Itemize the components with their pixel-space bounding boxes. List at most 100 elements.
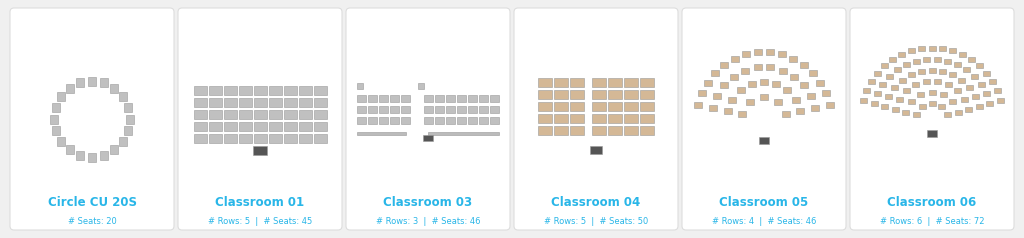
Bar xyxy=(253,145,267,154)
Bar xyxy=(778,51,786,57)
Bar xyxy=(908,99,914,104)
Bar xyxy=(983,91,990,96)
Text: Classroom 01: Classroom 01 xyxy=(215,196,304,209)
Bar xyxy=(885,94,892,99)
Bar xyxy=(401,116,410,124)
Bar xyxy=(284,134,297,143)
Bar xyxy=(783,87,792,93)
Bar xyxy=(254,134,266,143)
Bar xyxy=(424,105,433,113)
Bar xyxy=(791,74,798,80)
Bar xyxy=(268,109,282,119)
Bar xyxy=(894,67,901,72)
Bar xyxy=(738,111,746,117)
Bar xyxy=(435,105,444,113)
Bar xyxy=(99,78,108,87)
Bar xyxy=(119,92,127,101)
Bar xyxy=(800,62,808,68)
Bar xyxy=(860,98,867,103)
Bar xyxy=(938,104,945,109)
Bar xyxy=(76,151,84,160)
Bar xyxy=(479,116,488,124)
Bar xyxy=(714,93,721,99)
Bar xyxy=(368,116,377,124)
Text: Classroom 03: Classroom 03 xyxy=(383,196,472,209)
Bar xyxy=(949,72,956,77)
Bar xyxy=(313,122,327,130)
Text: Classroom 04: Classroom 04 xyxy=(551,196,641,209)
Bar xyxy=(934,79,941,84)
Bar xyxy=(918,92,924,97)
Bar xyxy=(435,94,444,101)
Bar xyxy=(194,85,207,94)
Bar xyxy=(457,105,466,113)
Bar xyxy=(976,64,983,69)
Bar xyxy=(766,49,774,55)
Bar xyxy=(554,89,568,99)
Bar xyxy=(978,82,985,87)
Bar xyxy=(401,94,410,101)
Bar xyxy=(379,116,388,124)
Bar xyxy=(66,145,74,154)
Bar xyxy=(239,98,252,106)
Bar xyxy=(357,132,406,134)
Bar xyxy=(554,101,568,110)
Bar xyxy=(724,108,732,114)
Bar xyxy=(194,134,207,143)
Bar xyxy=(710,105,717,111)
Bar xyxy=(986,101,993,106)
Bar xyxy=(254,122,266,130)
FancyBboxPatch shape xyxy=(346,8,510,230)
Bar xyxy=(874,91,881,96)
Bar xyxy=(882,104,888,109)
Bar xyxy=(640,125,654,134)
FancyBboxPatch shape xyxy=(850,8,1014,230)
Bar xyxy=(418,83,424,89)
Bar xyxy=(268,85,282,94)
Bar xyxy=(899,78,905,83)
Bar xyxy=(268,134,282,143)
Bar xyxy=(918,69,925,74)
Bar xyxy=(88,76,96,85)
Bar xyxy=(949,49,955,54)
Bar xyxy=(570,78,584,86)
Bar xyxy=(886,74,893,79)
Bar xyxy=(939,69,946,74)
Bar xyxy=(239,109,252,119)
Bar xyxy=(730,74,738,80)
Bar xyxy=(912,82,920,87)
Text: # Rows: 4  |  # Seats: 46: # Rows: 4 | # Seats: 46 xyxy=(712,217,816,226)
Bar xyxy=(209,134,221,143)
Bar xyxy=(929,68,936,73)
Bar xyxy=(446,94,455,101)
Bar xyxy=(954,109,962,114)
Bar xyxy=(446,105,455,113)
Bar xyxy=(720,82,728,88)
Bar xyxy=(800,82,808,88)
Bar xyxy=(299,109,311,119)
Bar xyxy=(401,105,410,113)
Bar xyxy=(929,45,936,50)
Bar xyxy=(538,89,552,99)
Bar xyxy=(457,94,466,101)
Bar xyxy=(435,116,444,124)
Bar xyxy=(239,134,252,143)
Bar xyxy=(223,109,237,119)
Bar xyxy=(892,107,899,112)
Text: # Rows: 5  |  # Seats: 50: # Rows: 5 | # Seats: 50 xyxy=(544,217,648,226)
Bar xyxy=(954,62,961,67)
Text: # Rows: 3  |  # Seats: 46: # Rows: 3 | # Seats: 46 xyxy=(376,217,480,226)
Bar xyxy=(570,114,584,123)
Bar xyxy=(822,90,829,96)
Bar xyxy=(313,85,327,94)
Bar xyxy=(703,80,712,86)
Bar xyxy=(923,79,930,84)
Bar xyxy=(949,99,956,104)
Bar xyxy=(76,78,84,87)
Bar xyxy=(940,92,947,97)
Bar xyxy=(640,101,654,110)
Bar xyxy=(797,108,804,114)
Bar xyxy=(390,116,399,124)
Bar xyxy=(424,94,433,101)
Bar xyxy=(299,85,311,94)
